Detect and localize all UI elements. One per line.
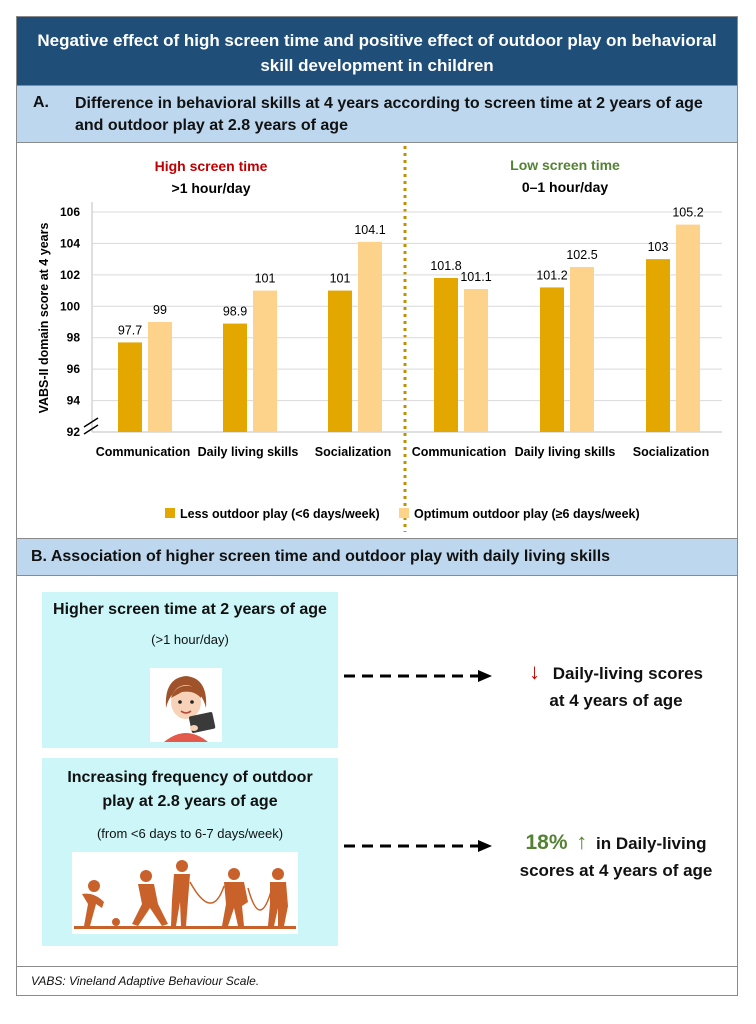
bar: [434, 278, 458, 432]
bar-value-label: 98.9: [223, 305, 247, 319]
down-arrow-icon: ↓: [529, 659, 541, 684]
x-category-label: Socialization: [633, 445, 709, 459]
bar-value-label: 105.2: [672, 206, 703, 220]
result1-line2-text: at 4 years of age: [549, 691, 683, 710]
page-title: Negative effect of high screen time and …: [17, 17, 737, 85]
percent-increase: 18%: [525, 831, 568, 854]
legend-label-less: Less outdoor play (<6 days/week): [180, 507, 380, 521]
section-a-letter: A.: [33, 94, 49, 111]
bar: [223, 323, 247, 432]
bar-value-label: 104.1: [354, 223, 385, 237]
group-title-low: Low screen time: [510, 157, 620, 173]
bar: [646, 259, 670, 432]
y-tick-label: 102: [60, 268, 80, 282]
legend-swatch-optimum: [399, 508, 409, 518]
screen-time-box: Higher screen time at 2 years of age (>1…: [42, 592, 338, 748]
outdoor-play-result: 18% ↑ in Daily-living scores at 4 years …: [505, 828, 727, 884]
bar: [328, 290, 352, 432]
group-subtitle-low: 0–1 hour/day: [522, 179, 609, 195]
x-category-label: Communication: [412, 445, 506, 459]
x-category-label: Communication: [96, 445, 190, 459]
group-subtitle-high: >1 hour/day: [172, 180, 251, 196]
result1-line1-text: Daily-living scores: [552, 664, 703, 683]
screen-time-result-line1: ↓ Daily-living scores: [508, 658, 724, 687]
bar-value-label: 101.8: [430, 259, 461, 273]
section-b-header: B. Association of higher screen time and…: [17, 538, 737, 576]
group-title-high: High screen time: [155, 158, 268, 174]
bar: [148, 322, 172, 432]
outdoor-play-box: Increasing frequency of outdoor play at …: [42, 758, 338, 946]
x-category-label: Daily living skills: [198, 445, 299, 459]
bar: [570, 267, 594, 432]
bar: [118, 342, 142, 432]
result2-line2-text: scores at 4 years of age: [519, 861, 713, 880]
bar-value-label: 101: [330, 272, 351, 286]
bar-value-label: 101.1: [460, 270, 491, 284]
bar: [676, 224, 700, 432]
children-playing-illustration: [72, 852, 298, 934]
footnote: VABS: Vineland Adaptive Behaviour Scale.: [17, 966, 737, 995]
bar-value-label: 102.5: [566, 248, 597, 262]
bar-value-label: 101.2: [536, 268, 567, 282]
y-tick-label: 106: [60, 205, 80, 219]
bar: [253, 290, 277, 432]
girl-with-tablet-illustration: [150, 668, 222, 742]
outdoor-play-result-line1: 18% ↑ in Daily-living: [505, 828, 727, 857]
result2-line1-text: in Daily-living: [595, 834, 707, 853]
dashed-arrow-1: [344, 670, 492, 682]
outdoor-play-subtitle: (from <6 days to 6-7 days/week): [96, 826, 284, 841]
bar: [358, 241, 382, 432]
y-tick-label: 104: [60, 236, 80, 250]
x-category-label: Daily living skills: [515, 445, 616, 459]
screen-time-subtitle: (>1 hour/day): [151, 632, 229, 647]
y-tick-label: 96: [67, 362, 81, 376]
outdoor-play-title-line1: Increasing frequency of outdoor: [67, 769, 313, 786]
bar-value-label: 99: [153, 303, 167, 317]
bar-value-label: 103: [648, 240, 669, 254]
infographic-frame: [16, 16, 738, 996]
up-arrow-icon: ↑: [576, 829, 588, 854]
dashed-arrow-2: [344, 840, 492, 852]
bar: [464, 289, 488, 432]
screen-time-result: ↓ Daily-living scores at 4 years of age: [508, 658, 724, 714]
legend-label-optimum: Optimum outdoor play (≥6 days/week): [414, 507, 640, 521]
section-a-header: A. Difference in behavioral skills at 4 …: [17, 85, 737, 143]
outdoor-play-title-line2: play at 2.8 years of age: [102, 793, 278, 810]
x-category-label: Socialization: [315, 445, 391, 459]
axis-break-mark: [83, 424, 99, 435]
y-axis-label: VABS-II domain score at 4 years: [37, 223, 51, 414]
screen-time-title: Higher screen time at 2 years of age: [53, 601, 327, 618]
bar-value-label: 97.7: [118, 323, 142, 337]
y-tick-label: 98: [67, 331, 81, 345]
axis-break-mark: [83, 417, 99, 428]
section-a-heading: Difference in behavioral skills at 4 yea…: [75, 95, 703, 134]
y-tick-label: 94: [67, 394, 81, 408]
bar: [540, 287, 564, 432]
y-tick-label: 92: [67, 425, 81, 439]
bar-value-label: 101: [255, 272, 276, 286]
y-tick-label: 100: [60, 299, 80, 313]
legend-swatch-less: [165, 508, 175, 518]
